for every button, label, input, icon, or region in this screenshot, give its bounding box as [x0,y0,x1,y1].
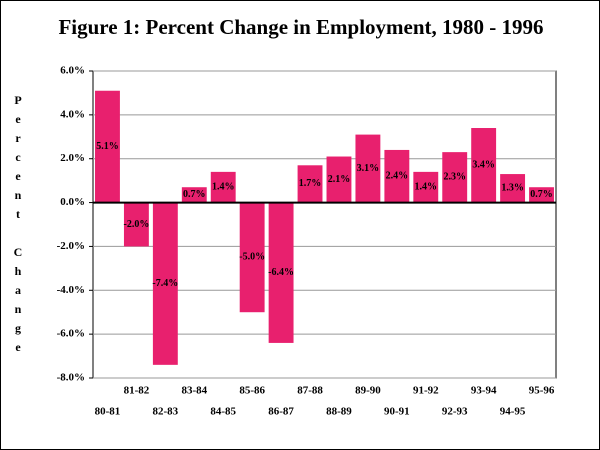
value-label: 1.4% [212,182,235,193]
x-tick-label: 92-93 [442,406,468,418]
value-label: 3.4% [472,160,495,171]
value-label: 1.4% [415,182,438,193]
y-tick-label: -2.0% [57,240,85,252]
y-axis-title: Percent Change [11,93,25,359]
x-tick-label: 87-88 [297,385,323,397]
y-tick-label: 2.0% [60,152,85,164]
y-tick-label: -8.0% [57,372,85,384]
chart-title: Figure 1: Percent Change in Employment, … [58,15,543,39]
x-tick-label: 83-84 [181,385,207,397]
bar [326,156,352,203]
bar [442,152,468,203]
bar [384,149,410,203]
bar [471,128,497,203]
bar [239,202,265,313]
value-label: -7.4% [152,278,178,289]
x-tick-label: 94-95 [500,406,526,418]
x-tick-label: 81-82 [124,385,150,397]
bar [123,202,149,247]
bar [529,187,554,203]
x-tick-label: 88-89 [326,406,352,418]
value-label: 1.7% [299,178,322,189]
value-label: 3.1% [357,163,380,174]
value-label: -5.0% [239,252,265,263]
y-tick-label: -6.0% [57,328,85,340]
value-label: -2.0% [123,219,149,230]
x-tick-label: 93-94 [471,385,497,397]
bar [500,174,526,203]
bar [297,165,323,203]
bar [152,202,178,365]
x-tick-label: 89-90 [355,385,381,397]
y-tick-label: 4.0% [60,108,85,120]
y-tick-label: 6.0% [60,65,85,77]
x-tick-label: 84-85 [210,406,236,418]
bar [413,171,439,203]
x-tick-label: 86-87 [268,406,294,418]
value-label: 2.4% [386,171,409,182]
bar [210,171,236,203]
bar [355,134,381,203]
x-tick-label: 90-91 [384,406,410,418]
x-tick-label: 80-81 [95,406,121,418]
value-label: 1.3% [501,183,524,194]
x-tick-label: 91-92 [413,385,439,397]
value-label: 2.1% [328,174,351,185]
value-label: 2.3% [443,172,466,183]
bar [95,90,120,203]
value-label: 5.1% [96,141,119,152]
y-tick-label: -4.0% [57,284,85,296]
x-tick-label: 85-86 [239,385,265,397]
x-tick-label: 95-96 [529,385,555,397]
bar [181,187,207,203]
value-label: -6.4% [268,267,294,278]
value-label: 0.7% [183,189,206,200]
value-label: 0.7% [530,189,553,200]
x-tick-label: 82-83 [153,406,179,418]
bar [268,202,294,343]
y-tick-label: 0.0% [60,196,85,208]
